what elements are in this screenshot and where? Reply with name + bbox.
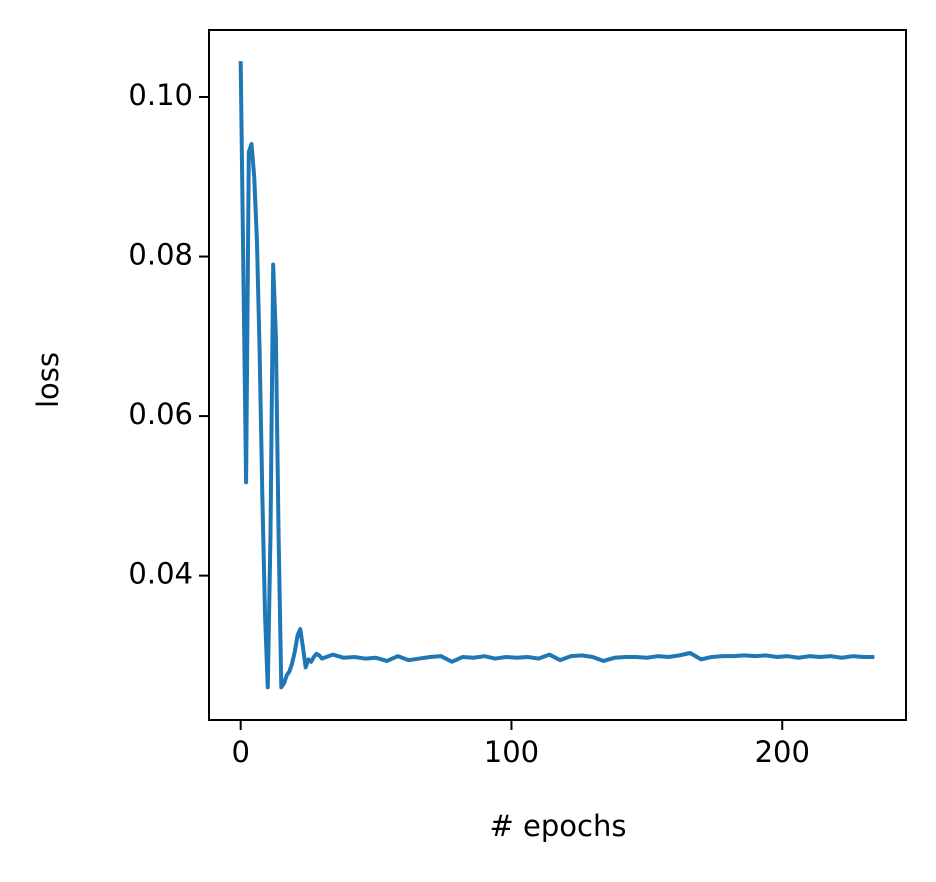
y-tick-label: 0.06: [128, 397, 193, 431]
y-tick-label: 0.10: [128, 78, 193, 112]
x-tick-label: 0: [231, 735, 249, 769]
x-tick-label: 200: [755, 735, 810, 769]
y-tick-label: 0.04: [128, 557, 193, 591]
y-tick-label: 0.08: [128, 238, 193, 272]
x-tick-label: 100: [484, 735, 539, 769]
plot-frame: [208, 29, 907, 721]
loss-line: [238, 61, 875, 690]
x-axis-label: # epochs: [490, 809, 627, 843]
y-axis-label: loss: [31, 352, 65, 408]
